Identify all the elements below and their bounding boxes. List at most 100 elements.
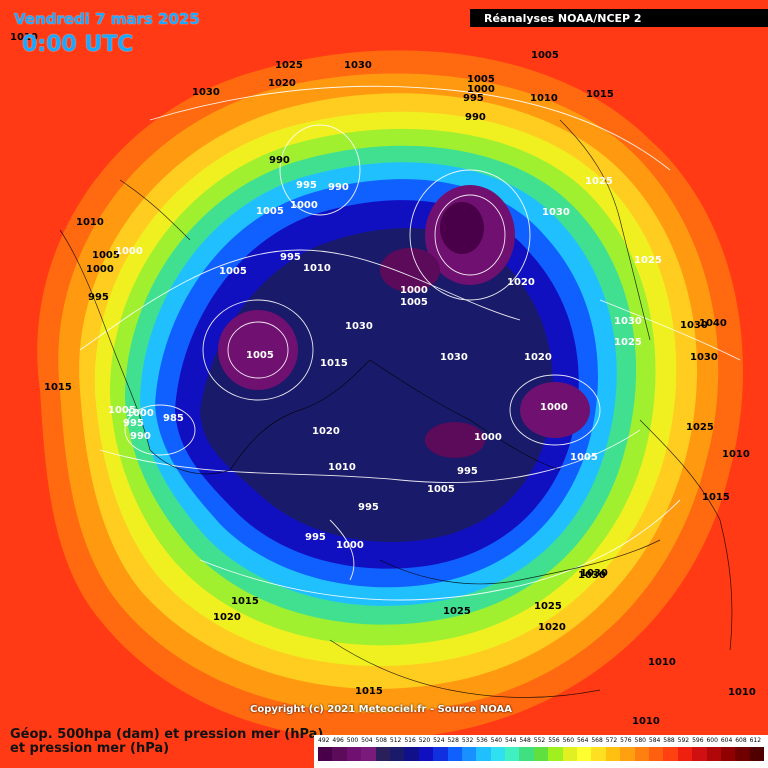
legend-swatch xyxy=(404,747,419,761)
legend-label: 508 xyxy=(375,737,387,744)
isobar-label: 1000 xyxy=(336,540,364,551)
isobar-label: 1000 xyxy=(467,84,495,95)
isobar-label: 1005 xyxy=(92,250,120,261)
isobar-label: 1010 xyxy=(728,687,756,698)
legend-label: 516 xyxy=(404,737,416,744)
legend-swatch xyxy=(433,747,448,761)
legend-swatch xyxy=(332,747,347,761)
isobar-label: 1025 xyxy=(534,601,562,612)
isobar-label: 1005 xyxy=(256,206,284,217)
map-title-line1: Géop. 500hpa (dam) et pression mer (hPa) xyxy=(10,727,324,742)
isobar-label: 1030 xyxy=(440,352,468,363)
isobar-label: 1030 xyxy=(345,321,373,332)
legend-label: 604 xyxy=(720,737,733,744)
isobar-label: 1005 xyxy=(108,405,136,416)
isobar-label: 1025 xyxy=(443,606,471,617)
isobar-label: 1010 xyxy=(632,716,660,727)
legend-label: 500 xyxy=(346,737,359,744)
legend-label: 600 xyxy=(706,737,718,744)
isobar-label: 1000 xyxy=(86,264,114,275)
legend-label: 592 xyxy=(677,737,690,744)
legend-swatch xyxy=(346,747,362,761)
isobar-label: 1025 xyxy=(614,337,642,348)
legend-swatch xyxy=(548,747,563,761)
isobar-label: 1000 xyxy=(126,408,154,419)
legend-label: 536 xyxy=(476,737,488,744)
isobar-label: 1030 xyxy=(578,570,606,581)
legend-label: 572 xyxy=(605,737,618,744)
legend-label: 540 xyxy=(490,737,503,744)
isobar-label: 990 xyxy=(130,431,151,442)
legend-swatch xyxy=(663,747,678,761)
legend-label: 588 xyxy=(663,737,675,744)
isobar-label: 1030 xyxy=(192,87,220,98)
isobar-label: 985 xyxy=(163,413,184,424)
isobar-label: 1000 xyxy=(290,200,318,211)
isobar-label: 1030 xyxy=(580,568,608,579)
legend-swatch xyxy=(577,747,592,761)
legend-swatch xyxy=(591,747,606,761)
legend-label: 492 xyxy=(318,737,330,744)
legend-label: 524 xyxy=(433,737,445,744)
legend-swatch xyxy=(562,747,578,761)
isobar-label: 1030 xyxy=(680,320,708,331)
isobar-label: 1005 xyxy=(570,452,598,463)
legend-swatch xyxy=(318,747,333,761)
map-time: 0:00 UTC xyxy=(22,32,134,57)
isobar-label: 1025 xyxy=(585,176,613,187)
legend-swatch xyxy=(490,747,506,761)
legend-label: 496 xyxy=(332,737,344,744)
isobar-label: 1020 xyxy=(538,622,566,633)
legend-swatch xyxy=(447,747,462,761)
legend-swatch xyxy=(749,747,765,761)
isobar-label: 1005 xyxy=(427,484,455,495)
legend-label: 544 xyxy=(505,737,517,744)
isobar-label: 1005 xyxy=(531,50,559,61)
legend-swatch xyxy=(505,747,520,761)
legend-swatch xyxy=(476,747,491,761)
color-legend: 492 496 500 504 508 512 516 520 524 528 532 536 540 5… xyxy=(314,735,768,768)
copyright-text: Copyright (c) 2021 Meteociel.fr - Source… xyxy=(250,704,512,715)
isobar-label: 990 xyxy=(269,155,290,166)
isobar-label: 1020 xyxy=(507,277,535,288)
map-date: Vendredi 7 mars 2025 xyxy=(14,10,200,28)
isobar-label: 1020 xyxy=(268,78,296,89)
legend-swatch xyxy=(533,747,549,761)
legend-label: 584 xyxy=(648,737,661,744)
isobar-label: 1005 xyxy=(246,350,274,361)
isobar-label: 1010 xyxy=(722,449,750,460)
legend-label: 556 xyxy=(548,737,560,744)
legend-label: 552 xyxy=(533,737,546,744)
legend-label: 576 xyxy=(620,737,632,744)
isobar-label: 1015 xyxy=(586,89,614,100)
isobar-label: 1025 xyxy=(686,422,714,433)
legend-swatch xyxy=(389,747,405,761)
legend-label: 528 xyxy=(447,737,459,744)
isobar-label: 1010 xyxy=(76,217,104,228)
legend-label: 520 xyxy=(418,737,431,744)
legend-label: 532 xyxy=(461,737,474,744)
isobar-label: 1030 xyxy=(614,316,642,327)
isobar-label: 1010 xyxy=(303,263,331,274)
isobar-label: 995 xyxy=(88,292,109,303)
isobar-label: 1000 xyxy=(400,285,428,296)
legend-swatch xyxy=(375,747,390,761)
legend-label: 560 xyxy=(562,737,575,744)
legend-swatch xyxy=(361,747,376,761)
legend-swatch xyxy=(461,747,477,761)
isobar-label: 1020 xyxy=(312,426,340,437)
isobar-label: 1015 xyxy=(44,382,72,393)
isobar-label: 995 xyxy=(123,418,144,429)
legend-swatch xyxy=(720,747,736,761)
isobar-label: 1025 xyxy=(275,60,303,71)
isobar-label: 1010 xyxy=(648,657,676,668)
isobar-label: 1025 xyxy=(634,255,662,266)
isobar-label: 995 xyxy=(305,532,326,543)
isobar-label: 995 xyxy=(463,93,484,104)
legend-labels: 492 496 500 504 508 512 516 520 524 528 532 536 540 5… xyxy=(314,735,768,746)
isobar-label: 1040 xyxy=(699,318,727,329)
isobar-label: 990 xyxy=(328,182,349,193)
legend-label: 568 xyxy=(591,737,603,744)
isobar-label: 1015 xyxy=(320,358,348,369)
